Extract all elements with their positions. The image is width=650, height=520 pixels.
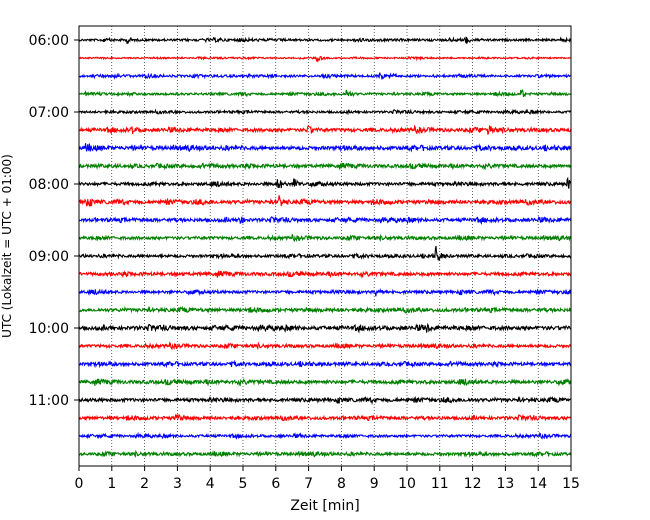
- trace-1115: [78, 413, 572, 422]
- y-tick-label: 08:00: [29, 177, 69, 193]
- y-axis-title: UTC (Lokalzeit = UTC + 01:00): [0, 154, 14, 338]
- x-tick-label: 12: [464, 476, 482, 492]
- y-tick-label: 09:00: [29, 249, 69, 265]
- trace-0730: [79, 143, 572, 153]
- plot-frame: [78, 25, 572, 467]
- trace-0915: [78, 269, 572, 279]
- trace-0830: [78, 215, 572, 225]
- trace-0930: [78, 287, 572, 297]
- x-tick-label: 6: [271, 476, 280, 492]
- x-tick-label: 3: [173, 476, 182, 492]
- x-tick-label: 11: [431, 476, 449, 492]
- y-tick-label: 10:00: [29, 321, 69, 337]
- trace-1000: [78, 322, 572, 334]
- trace-0715: [78, 124, 572, 136]
- x-tick-label: 14: [529, 476, 547, 492]
- trace-0900: [78, 245, 572, 261]
- traces: [78, 36, 572, 459]
- trace-0700: [78, 108, 572, 116]
- trace-1045: [78, 377, 572, 387]
- trace-1130: [78, 431, 572, 440]
- x-tick-label: 2: [140, 476, 149, 492]
- y-tick-label: 07:00: [29, 105, 69, 121]
- x-tick-label: 13: [496, 476, 514, 492]
- trace-1030: [78, 359, 572, 369]
- x-grid: [111, 26, 539, 466]
- x-axis-title: Zeit [min]: [290, 498, 359, 514]
- x-tick-label: 9: [370, 476, 379, 492]
- trace-0600: [78, 36, 572, 45]
- trace-0630: [78, 72, 572, 81]
- x-tick-label: 8: [337, 476, 346, 492]
- trace-0800: [78, 176, 572, 189]
- trace-0645: [78, 89, 572, 98]
- trace-1145: [78, 449, 572, 459]
- x-tick-label: 1: [107, 476, 116, 492]
- trace-0745: [78, 161, 572, 171]
- x-tick-label: 7: [304, 476, 313, 492]
- x-tick-label: 5: [239, 476, 248, 492]
- x-tick-label: 0: [75, 476, 84, 492]
- trace-1100: [78, 395, 572, 406]
- x-axis: 0 1 2 3 4 5 6 7 8 9 10 11 12 13 14 15: [75, 466, 580, 492]
- trace-0615: [78, 55, 572, 63]
- trace-0945: [78, 306, 572, 314]
- trace-0845: [78, 233, 572, 243]
- trace-0815: [78, 195, 572, 207]
- x-tick-label: 10: [398, 476, 416, 492]
- y-tick-label: 11:00: [29, 393, 69, 409]
- y-tick-label: 06:00: [29, 33, 69, 49]
- trace-1015: [78, 341, 572, 351]
- x-tick-label: 15: [562, 476, 580, 492]
- x-tick-label: 4: [206, 476, 215, 492]
- y-axis: 06:00 07:00 08:00 09:00 10:00 11:00: [29, 33, 79, 409]
